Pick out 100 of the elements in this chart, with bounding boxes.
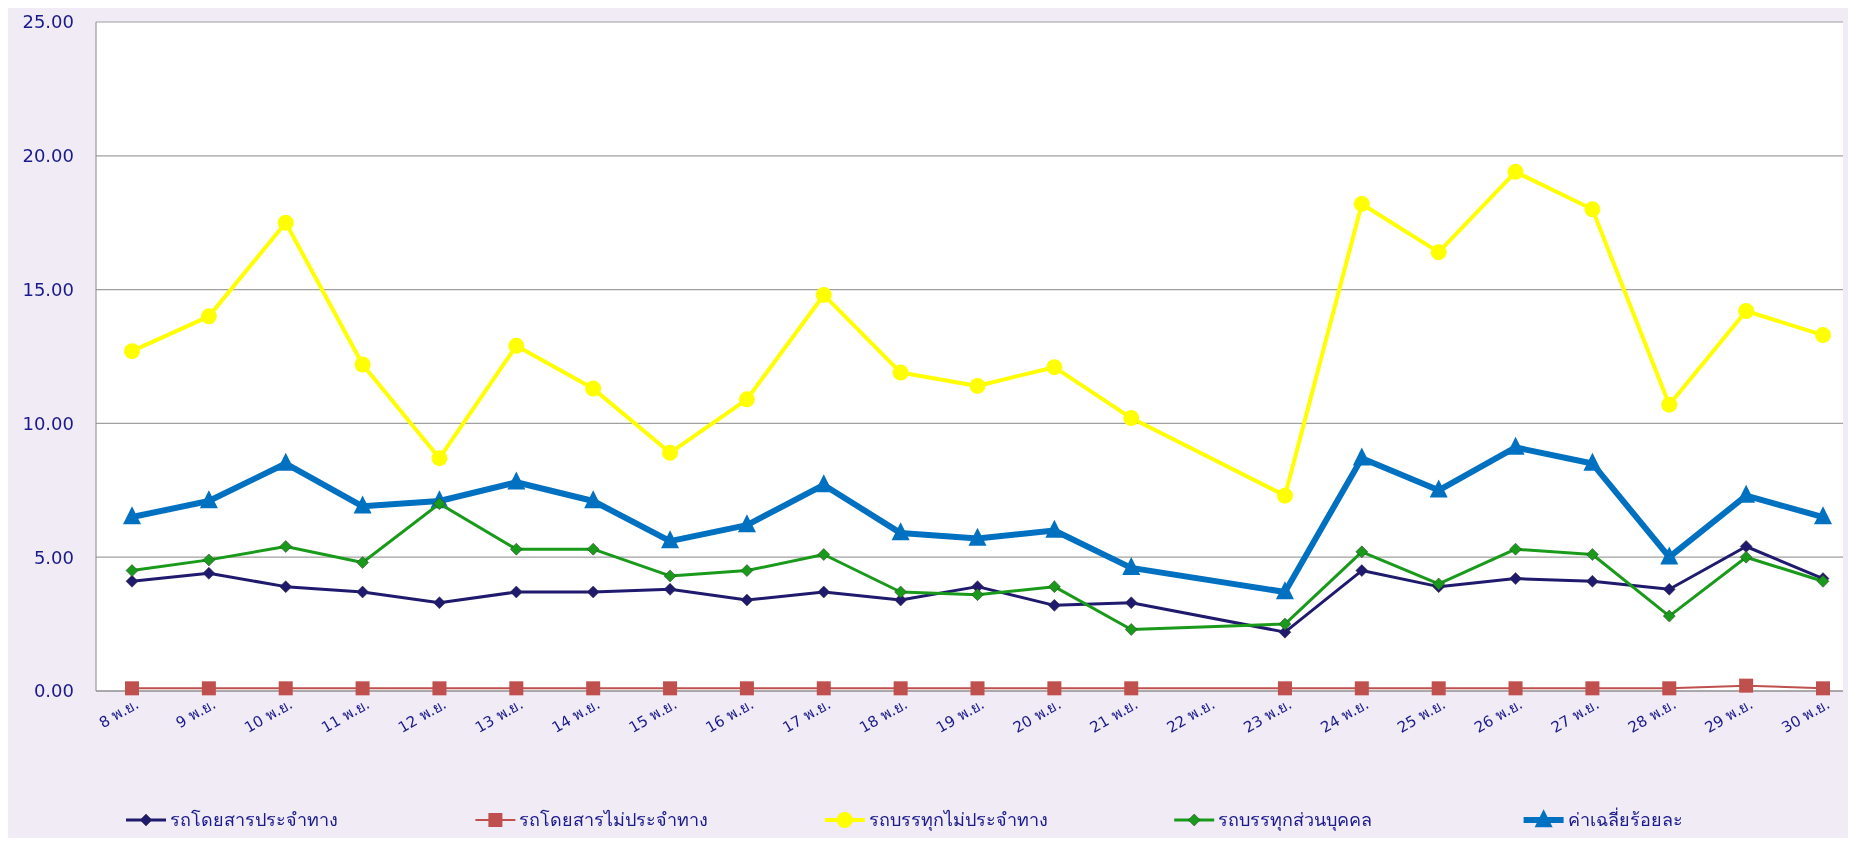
point [1352,447,1371,466]
point [125,575,139,588]
point [353,495,372,514]
legend-label: รถบรรทุกไม่ประจำทาง [868,809,1048,832]
point [585,380,602,397]
legend-label: รถโดยสารไม่ประจำทาง [519,809,709,831]
point [740,564,754,577]
point [1509,572,1522,585]
point [508,337,525,354]
point [1047,681,1062,696]
point [1663,583,1676,596]
x-tick-label: 29 พ.ย. [1701,694,1757,737]
point [1583,452,1602,471]
point [125,564,139,577]
point [200,308,217,325]
point [277,214,294,231]
point [1738,303,1755,320]
point [891,522,910,541]
point [740,593,754,607]
point [586,585,600,599]
x-tick-label: 30 พ.ย. [1778,694,1833,737]
point [894,585,907,599]
point [815,286,832,303]
y-tick-label: 0.00 [33,680,74,702]
point [1660,546,1679,565]
x-tick-label: 26 พ.ย. [1471,694,1526,737]
legend-label: รถบรรทุกส่วนบุคคล [1218,809,1373,832]
x-tick-label: 9 พ.ย. [172,694,219,732]
point [1815,327,1831,344]
point [1662,681,1677,696]
point [1507,163,1524,180]
x-tick-label: 21 พ.ย. [1086,694,1142,737]
legend-label: ค่าเฉลี่ยร้อยละ [1567,807,1683,831]
point [1046,359,1063,376]
point [356,585,369,599]
point [1122,557,1141,576]
point [892,364,909,381]
point [202,567,216,580]
point [663,569,677,583]
x-tick-label: 27 พ.ย. [1548,694,1603,737]
point [1739,678,1754,693]
point [199,490,218,509]
point [1431,681,1446,696]
point [1739,540,1753,553]
x-tick-label: 12 พ.ย. [395,694,450,737]
legend-label: รถโดยสารประจำทาง [170,809,338,831]
y-tick-label: 15.00 [22,278,74,300]
point [432,681,447,696]
point [1048,580,1061,593]
y-tick-label: 5.00 [33,546,74,568]
point [969,377,986,394]
point [1276,487,1293,504]
point [1737,484,1756,503]
point [1354,681,1369,696]
point [1508,681,1523,696]
y-tick-label: 25.00 [22,11,74,33]
point [663,681,678,696]
point [893,681,908,696]
point [1355,545,1369,559]
point [971,588,984,601]
point [662,444,679,461]
x-tick-label: 15 พ.ย. [625,694,681,737]
point [1586,575,1599,588]
point [1584,201,1601,218]
point [123,506,141,525]
point [814,474,833,493]
point [1277,681,1292,696]
point [661,530,680,549]
point [1278,617,1292,631]
point [1509,542,1522,556]
x-tick-label: 18 พ.ย. [856,694,911,737]
point [1585,681,1600,696]
x-tick-label: 16 พ.ย. [702,694,757,737]
x-tick-label: 24 พ.ย. [1317,694,1372,737]
point [276,452,295,471]
point [586,681,601,696]
point [586,542,600,556]
x-tick-label: 17 พ.ย. [779,694,834,737]
x-tick-label: 11 พ.ย. [318,694,373,737]
point [355,681,370,696]
x-tick-label: 8 พ.ย. [95,694,142,732]
point [1586,548,1599,561]
point [124,343,140,360]
x-tick-label: 22 พ.ย. [1163,694,1219,737]
point [970,681,985,696]
point [1045,519,1064,538]
point [1275,581,1294,600]
point [1506,436,1525,455]
point [968,527,987,546]
x-tick-label: 19 พ.ย. [933,694,988,737]
x-tick-label: 10 พ.ย. [241,694,296,737]
point [356,556,369,569]
point [1124,623,1138,636]
point [510,585,523,599]
point [1430,244,1447,261]
point [739,681,754,696]
point [279,540,292,553]
point [1353,195,1370,212]
point [584,490,603,509]
point [817,548,831,561]
